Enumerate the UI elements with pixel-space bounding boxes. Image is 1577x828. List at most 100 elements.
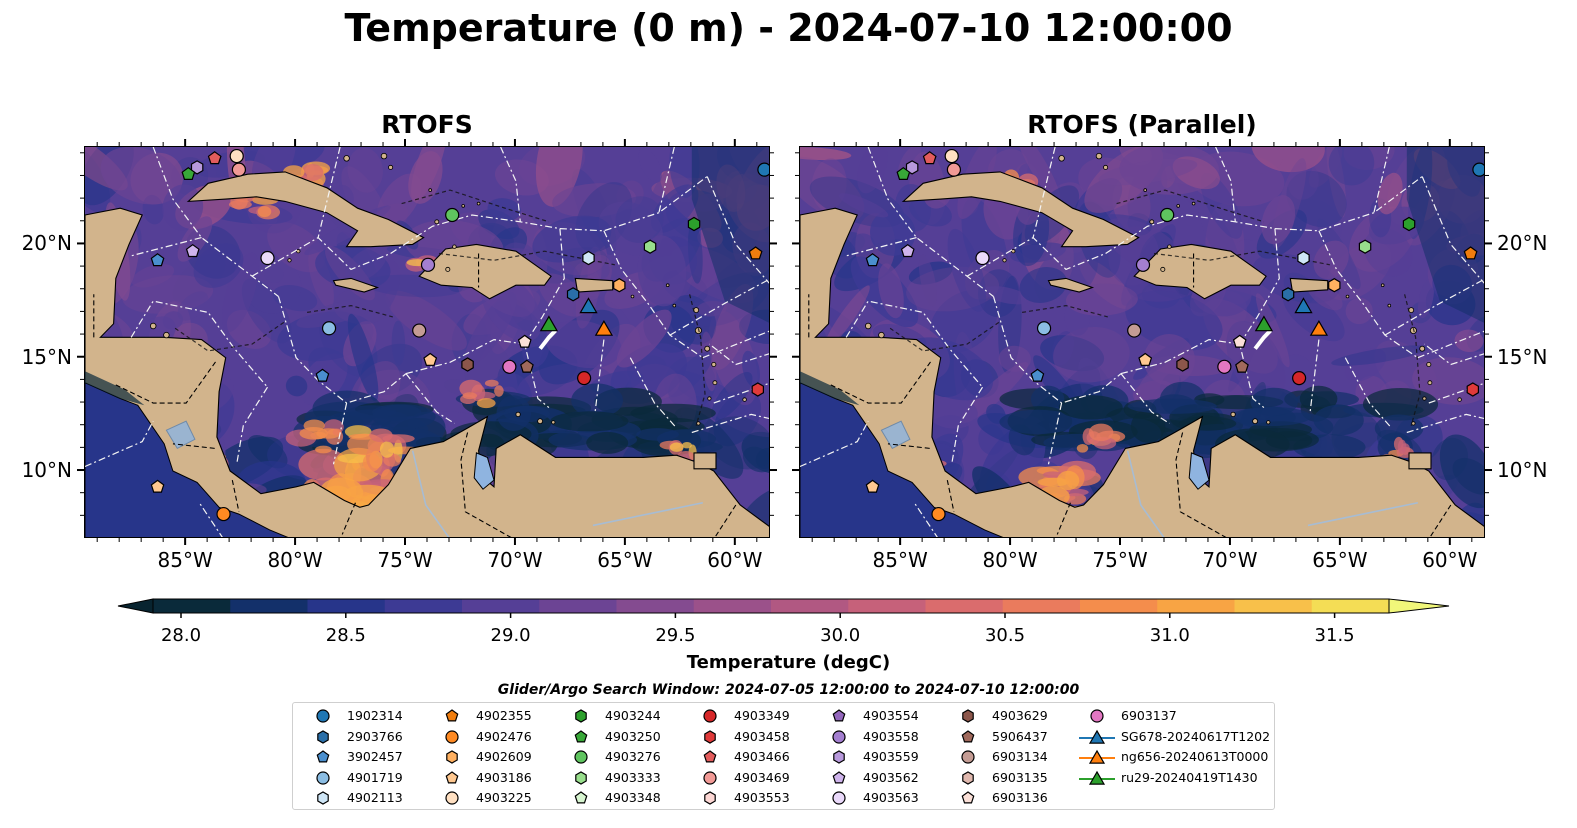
argo-marker <box>1036 321 1052 336</box>
sst-patch <box>263 265 284 283</box>
colorbar-segment <box>307 599 386 613</box>
pacific-ocean <box>85 382 289 537</box>
sst-patch <box>532 215 612 263</box>
legend-marker <box>961 729 975 742</box>
sst-patch <box>1019 267 1067 303</box>
argo-marker <box>1127 323 1142 338</box>
sst-patch <box>411 147 447 202</box>
colorbar-segment <box>848 599 926 613</box>
eez-line <box>405 373 455 424</box>
legend-symbol <box>961 729 975 742</box>
observation-markers <box>865 148 1484 522</box>
legend-marker <box>317 729 329 744</box>
argo-marker <box>922 151 937 165</box>
legend-symbol <box>445 791 459 805</box>
legend-label: 4902476 <box>476 728 532 744</box>
legend-label: 6903136 <box>992 790 1048 805</box>
sst-patch <box>308 249 334 308</box>
colorbar-tick-label: 29.5 <box>655 625 696 646</box>
argo-marker <box>517 334 532 348</box>
legend-symbol <box>575 709 587 723</box>
legend-symbol <box>446 750 458 764</box>
argo-marker <box>1463 246 1478 260</box>
argo-marker <box>216 506 231 522</box>
island <box>1167 244 1172 249</box>
island <box>665 283 670 288</box>
argo-marker <box>1235 359 1249 373</box>
eez-line <box>709 343 769 366</box>
country-border <box>341 502 356 535</box>
legend-label: SG678-20240617T1202 <box>1121 728 1271 744</box>
depth-contour <box>1404 294 1421 426</box>
island <box>452 244 457 249</box>
map-panel-rtofs-parallel <box>799 146 1485 538</box>
eez-line <box>1120 338 1240 375</box>
legend-label: ng656-20240613T0000 <box>1121 749 1269 764</box>
argo-marker <box>231 162 247 177</box>
colorbar-segment <box>1080 599 1158 613</box>
legend-marker <box>832 709 846 722</box>
sst-patch <box>1015 147 1061 203</box>
sst-patch <box>1439 434 1484 509</box>
sst-warm-patch <box>315 445 332 454</box>
island <box>1457 397 1462 402</box>
river <box>1307 501 1419 527</box>
colorbar-segment <box>1234 599 1313 613</box>
legend-label: 4903629 <box>992 708 1048 723</box>
sst-patch <box>535 147 583 207</box>
eez-line <box>1424 343 1484 366</box>
eez-line <box>951 386 984 465</box>
colorbar-frame <box>152 598 1390 614</box>
island <box>1143 188 1148 192</box>
sst-patch <box>538 273 587 317</box>
sst-patch <box>1065 283 1138 316</box>
eez-line <box>317 147 341 238</box>
colorbar-segment <box>1002 599 1081 613</box>
depth-contour <box>307 304 393 318</box>
island <box>864 322 872 330</box>
glider-marker <box>539 315 559 332</box>
legend-marker <box>703 770 717 785</box>
sst-patch <box>739 309 769 345</box>
legend-marker <box>445 729 459 744</box>
eez-line <box>603 230 704 359</box>
island <box>380 152 388 160</box>
argo-marker <box>1358 239 1372 254</box>
island <box>696 421 701 426</box>
sst-warm-patch <box>494 385 504 397</box>
argo-marker <box>412 323 427 338</box>
sst-patch <box>1172 156 1220 190</box>
legend-label: 4903458 <box>734 728 790 744</box>
argo-marker <box>1135 257 1151 272</box>
legend-label: 4903186 <box>476 769 532 785</box>
eez-line <box>1120 373 1170 424</box>
lon-tick-label: 80°W <box>267 548 323 572</box>
sst-warm-patch <box>299 427 328 440</box>
island <box>704 345 711 352</box>
legend-marker <box>316 750 330 763</box>
eez-line <box>277 296 407 404</box>
legend-label: 4902113 <box>347 790 403 805</box>
island <box>388 164 394 170</box>
land-polygon <box>574 277 614 293</box>
legend-marker <box>445 770 459 783</box>
panel-title-left: RTOFS <box>381 110 473 139</box>
legend-symbol <box>703 709 717 723</box>
sst-patch <box>1051 331 1075 366</box>
sst-patch <box>1272 158 1307 249</box>
pacific-ocean <box>800 382 1004 537</box>
colorbar-segment <box>539 599 617 613</box>
country-border <box>1429 504 1452 537</box>
legend-marker <box>1079 770 1115 785</box>
eez-line <box>390 176 708 255</box>
river <box>1126 450 1165 537</box>
legend-marker <box>961 750 975 764</box>
legend-symbol <box>317 791 329 805</box>
island <box>551 420 556 425</box>
argo-marker <box>520 359 534 373</box>
argo-marker <box>1232 334 1247 348</box>
sst-cold-patch <box>1362 388 1439 421</box>
lon-tick-label: 70°W <box>1202 548 1258 572</box>
island <box>1427 380 1433 386</box>
island <box>1266 420 1271 425</box>
